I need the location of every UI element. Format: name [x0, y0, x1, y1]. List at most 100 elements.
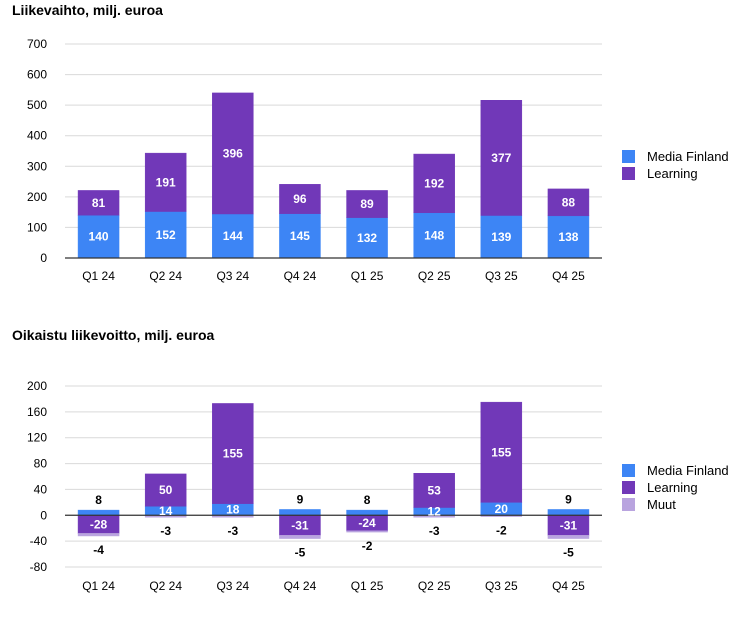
bar-media-finland [413, 212, 455, 259]
y-tick-label: 700 [27, 37, 47, 51]
data-label-learning: 53 [428, 483, 442, 497]
x-tick-label: Q2 25 [418, 269, 451, 283]
data-label-learning: 191 [156, 175, 176, 189]
x-tick-label: Q1 25 [351, 579, 384, 593]
data-label-muut: -3 [160, 524, 171, 538]
data-label-media-finland: 8 [364, 493, 371, 507]
x-tick-label: Q2 25 [418, 579, 451, 593]
y-tick-label: 600 [27, 68, 47, 82]
legend-swatch-learning [622, 167, 635, 180]
data-label-media-finland: 8 [95, 493, 102, 507]
data-label-learning: 396 [223, 146, 243, 160]
revenue-chart-title: Liikevaihto, milj. euroa [12, 2, 163, 18]
revenue-chart: 700 600 500 400 300 200 100 0 140 81 Q1 24 152 191 Q2… [27, 37, 729, 283]
x-tick-label: Q3 25 [485, 269, 518, 283]
y-tick-label: 200 [27, 190, 47, 204]
data-label-muut: -5 [563, 546, 574, 560]
x-tick-label: Q2 24 [149, 579, 182, 593]
data-label-learning: -24 [358, 516, 376, 530]
data-label-learning: 155 [223, 447, 243, 461]
data-label-learning: 192 [424, 176, 444, 190]
data-label-learning: 96 [293, 192, 307, 206]
bar-learning [480, 100, 523, 216]
x-tick-label: Q2 24 [149, 269, 182, 283]
bar-muut [279, 535, 321, 539]
data-label-learning: -31 [560, 518, 578, 532]
bar-muut [77, 533, 120, 537]
data-label-learning: 155 [491, 445, 511, 459]
data-label-media-finland: 140 [89, 230, 109, 244]
bar-learning [77, 190, 120, 216]
y-tick-label: 400 [27, 129, 47, 143]
data-label-media-finland: 145 [290, 229, 310, 243]
bar-media-finland [547, 509, 590, 516]
bar-learning [480, 401, 523, 503]
data-label-media-finland: 152 [156, 228, 176, 242]
data-label-learning: -28 [90, 517, 108, 531]
y-tick-label: 0 [40, 508, 47, 522]
bar-media-finland [279, 213, 321, 259]
y-tick-label: 200 [27, 379, 47, 393]
y-tick-label: 500 [27, 98, 47, 112]
data-label-learning: 377 [491, 151, 511, 165]
data-label-learning: 89 [360, 197, 374, 211]
bar-learning [212, 403, 254, 504]
bar-muut [547, 535, 590, 539]
x-tick-label: Q4 25 [552, 269, 585, 283]
y-tick-label: 40 [34, 482, 48, 496]
y-tick-label: 100 [27, 220, 47, 234]
legend-swatch-muut [622, 498, 635, 511]
bar-media-finland [77, 509, 120, 516]
bar-learning [212, 92, 254, 215]
legend-swatch-learning [622, 481, 635, 494]
bar-media-finland [212, 213, 254, 259]
bar-media-finland [480, 215, 523, 259]
bar-media-finland [547, 215, 590, 259]
data-label-learning: 50 [159, 483, 173, 497]
bar-muut [346, 530, 388, 533]
data-label-media-finland: 20 [495, 502, 509, 516]
y-tick-label: 80 [34, 457, 48, 471]
bar-learning [413, 473, 455, 508]
data-label-learning: 81 [92, 196, 106, 210]
bar-learning [413, 153, 455, 214]
y-tick-label: 160 [27, 405, 47, 419]
x-tick-label: Q1 24 [82, 579, 115, 593]
data-label-media-finland: 144 [223, 229, 243, 243]
bar-learning [346, 190, 388, 218]
x-tick-label: Q1 24 [82, 269, 115, 283]
bar-media-finland [279, 509, 321, 516]
legend-swatch-media-finland [622, 150, 635, 163]
x-tick-label: Q3 24 [216, 269, 249, 283]
bar-learning [144, 152, 187, 212]
data-label-media-finland: 138 [558, 230, 578, 244]
bar-learning [279, 184, 321, 214]
legend-label-learning: Learning [647, 480, 698, 495]
data-label-muut: -5 [295, 546, 306, 560]
bar-media-finland [346, 509, 388, 516]
x-tick-label: Q1 25 [351, 269, 384, 283]
data-label-learning: 88 [562, 195, 576, 209]
data-label-media-finland: 139 [491, 230, 511, 244]
data-label-media-finland: 9 [297, 492, 304, 506]
legend-label-media-finland: Media Finland [647, 463, 729, 478]
bar-media-finland [144, 211, 187, 259]
y-tick-label: -40 [30, 534, 48, 548]
legend-swatch-media-finland [622, 464, 635, 477]
x-tick-label: Q3 24 [216, 579, 249, 593]
data-label-muut: -2 [496, 524, 507, 538]
x-tick-label: Q4 25 [552, 579, 585, 593]
legend-label-learning: Learning [647, 166, 698, 181]
legend-label-muut: Muut [647, 497, 676, 512]
data-label-media-finland: 18 [226, 502, 240, 516]
data-label-media-finland: 9 [565, 492, 572, 506]
adjusted-ebit-chart-title: Oikaistu liikevoitto, milj. euroa [12, 327, 215, 343]
data-label-learning: -31 [291, 518, 309, 532]
data-label-media-finland: 148 [424, 228, 444, 242]
bar-learning [144, 473, 187, 507]
x-tick-label: Q3 25 [485, 579, 518, 593]
data-label-media-finland: 12 [428, 504, 442, 518]
data-label-muut: -3 [429, 524, 440, 538]
